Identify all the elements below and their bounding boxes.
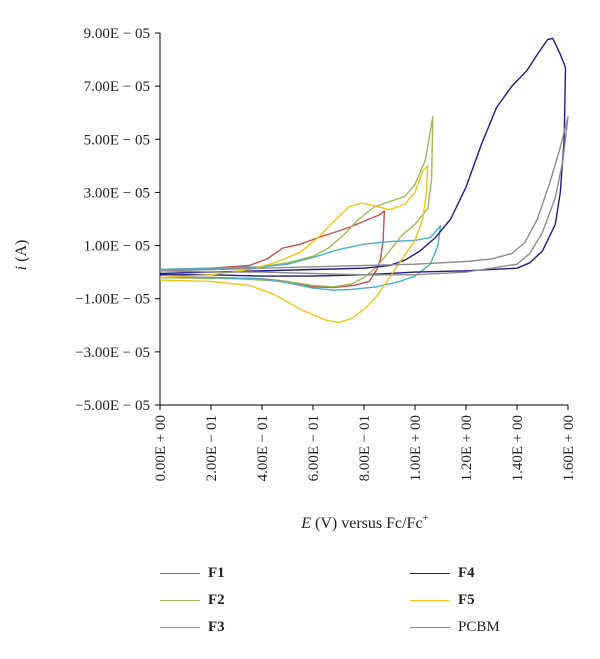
x-tick-label: 1.20E + 00 xyxy=(459,415,475,481)
x-tick-label: 1.60E + 00 xyxy=(561,415,577,481)
y-tick-label: 9.00E − 05 xyxy=(84,26,150,42)
series-line-f1 xyxy=(159,210,386,289)
y-axis-label: i (A) xyxy=(13,240,30,271)
legend-label-f3: F3 xyxy=(208,619,225,635)
axes xyxy=(155,32,569,410)
cyclic-voltammogram-chart: 9.00E − 05 7.00E − 05 5.00E − 05 3.00E − 05… xyxy=(13,26,577,532)
y-tick-label: 3.00E − 05 xyxy=(84,185,150,201)
y-tick-label: −5.00E − 05 xyxy=(75,398,150,414)
legend-item-f5: F5 xyxy=(410,592,475,609)
y-tick-label: 5.00E − 05 xyxy=(84,132,150,148)
x-tick-label: 8.00E − 01 xyxy=(357,415,373,481)
series-line-f2 xyxy=(159,116,434,288)
tick-labels: 9.00E − 05 7.00E − 05 5.00E − 05 3.00E − 05… xyxy=(75,26,577,481)
x-tick-label: 4.00E − 01 xyxy=(255,415,271,481)
legend-item-f2: F2 xyxy=(160,592,225,609)
legend-item-pcbm: PCBM xyxy=(410,619,500,636)
x-tick-label: 1.00E + 00 xyxy=(408,415,424,481)
legend-item-f1: F1 xyxy=(160,565,225,582)
legend-swatch-pcbm xyxy=(410,627,450,628)
x-tick-label: 2.00E − 01 xyxy=(204,415,220,481)
x-tick-label: 6.00E − 01 xyxy=(306,415,322,481)
series-line-f5 xyxy=(159,165,429,324)
legend-swatch-f2 xyxy=(160,600,200,601)
legend-item-f4: F4 xyxy=(410,565,475,582)
y-tick-label: 1.00E − 05 xyxy=(84,239,150,255)
legend-label-f2: F2 xyxy=(208,592,225,608)
series-lines xyxy=(159,37,569,324)
x-tick-label: 0.00E + 00 xyxy=(153,415,169,481)
legend-swatch-f4 xyxy=(410,573,450,574)
legend-label-pcbm: PCBM xyxy=(458,619,500,635)
y-tick-label: −3.00E − 05 xyxy=(75,345,150,361)
legend-label-f5: F5 xyxy=(458,592,475,608)
series-line-pcbm xyxy=(159,116,569,276)
legend-swatch-f5 xyxy=(410,600,450,601)
series-line-f3 xyxy=(159,224,442,291)
x-axis-label: E (V) versus Fc/Fc+ xyxy=(300,512,429,532)
legend-swatch-f1 xyxy=(160,573,200,574)
x-tick-label: 1.40E + 00 xyxy=(510,415,526,481)
series-line-f4 xyxy=(159,37,567,277)
y-tick-label: −1.00E − 05 xyxy=(75,292,150,308)
legend-swatch-f3 xyxy=(160,627,200,628)
y-tick-label: 7.00E − 05 xyxy=(84,79,150,95)
legend-label-f4: F4 xyxy=(458,565,475,581)
legend-item-f3: F3 xyxy=(160,619,225,636)
legend-label-f1: F1 xyxy=(208,565,225,581)
